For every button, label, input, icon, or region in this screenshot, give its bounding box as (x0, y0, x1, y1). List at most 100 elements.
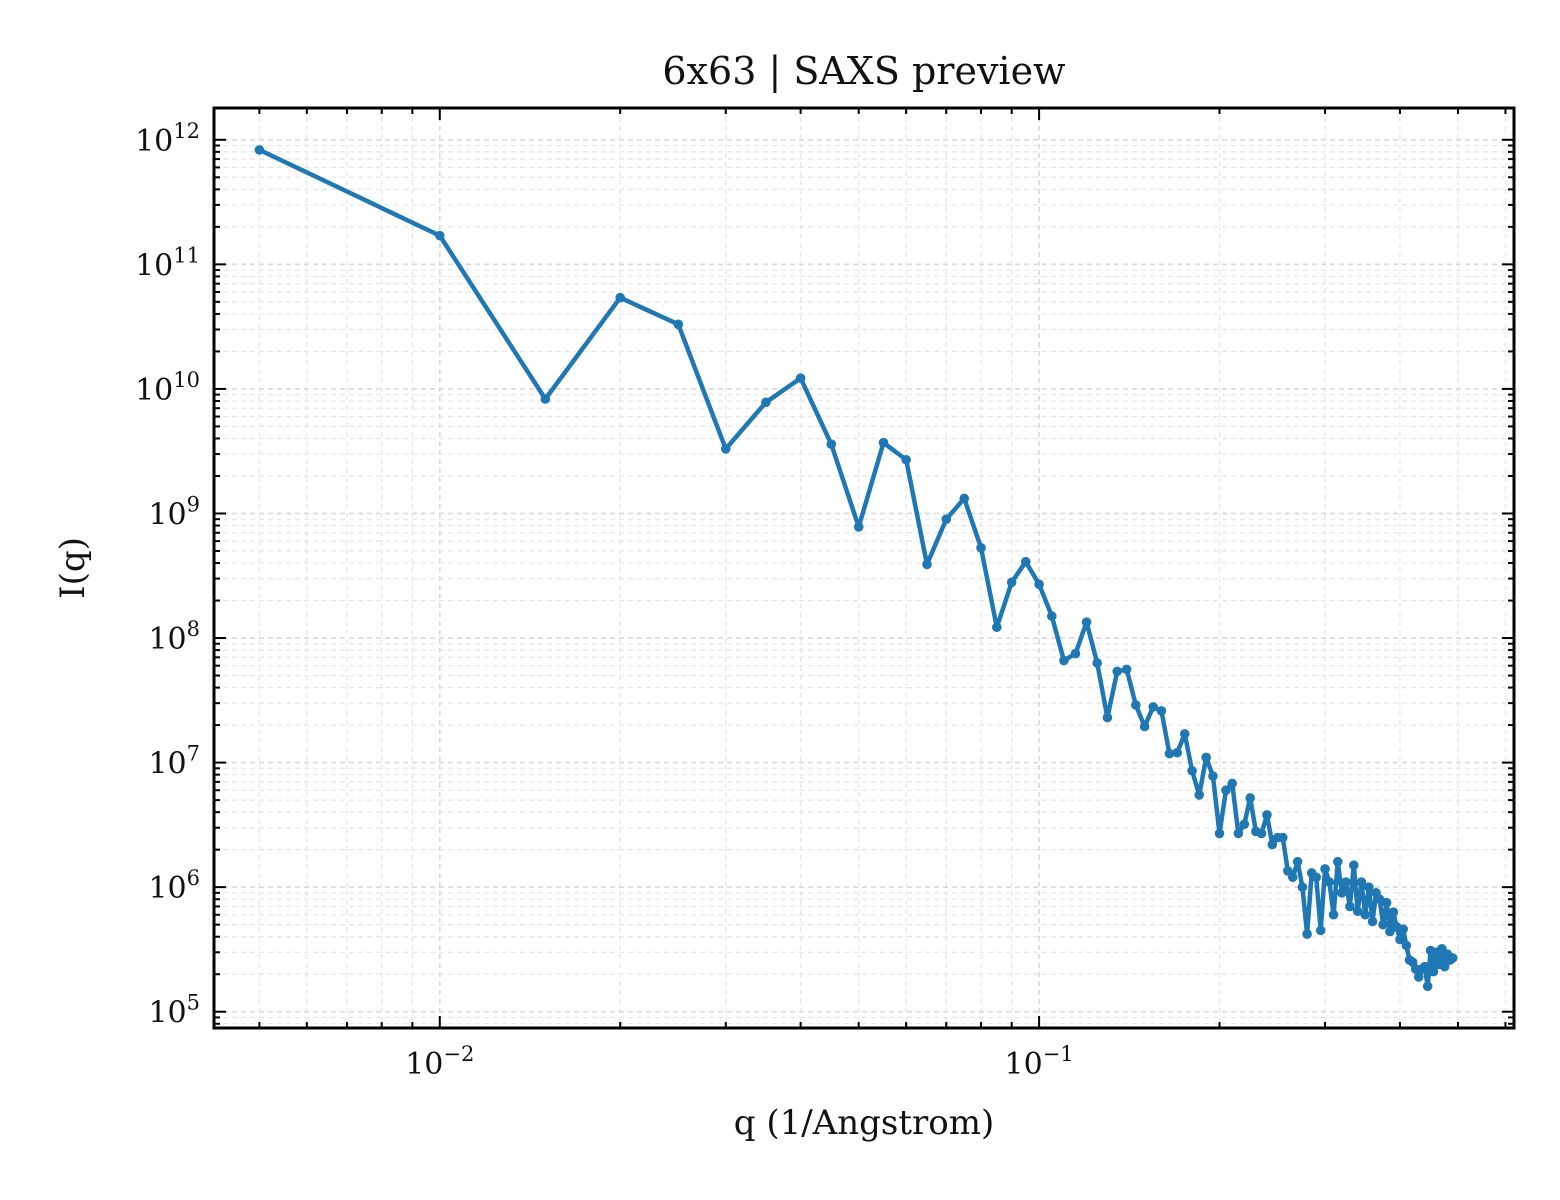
data-point (1172, 747, 1183, 758)
data-point (1006, 577, 1017, 588)
data-point (1356, 877, 1367, 887)
data-point (795, 373, 806, 383)
data-point (959, 493, 970, 504)
data-point (1364, 882, 1374, 892)
data-point (1287, 872, 1298, 883)
data-point (1233, 828, 1244, 839)
data-point (1059, 655, 1069, 666)
data-point (1131, 700, 1141, 710)
major-grid (214, 108, 1514, 1028)
data-point (1112, 666, 1123, 677)
data-point (1367, 916, 1378, 927)
data-point (901, 454, 911, 465)
data-point (1139, 721, 1150, 732)
data-point (1345, 901, 1355, 912)
plot-area (254, 145, 1458, 992)
data-point (1360, 909, 1370, 920)
data-point (976, 543, 986, 553)
data-point (1034, 579, 1044, 590)
data-point (1348, 860, 1359, 871)
data-point (1292, 856, 1303, 867)
data-point (922, 559, 932, 570)
data-point (540, 394, 551, 404)
data-point (1381, 897, 1392, 908)
data-point (1439, 961, 1450, 972)
data-point (1395, 934, 1405, 945)
x-tick-label: 10−1 (1005, 1042, 1074, 1082)
data-point (826, 439, 837, 449)
y-tick-label: 1011 (135, 243, 200, 283)
data-point (1422, 981, 1433, 992)
data-point (1239, 819, 1250, 830)
axes-frame (212, 106, 1516, 1030)
data-point (1385, 926, 1395, 937)
data-point (1164, 748, 1175, 759)
data-point (853, 522, 864, 532)
data-point (1227, 778, 1238, 789)
data-point (1208, 771, 1218, 781)
data-point (1201, 752, 1211, 763)
data-point (1413, 972, 1424, 982)
data-point (1337, 888, 1347, 898)
data-point (1070, 648, 1081, 659)
data-point (1324, 877, 1335, 887)
data-point (434, 230, 445, 241)
y-tick-label: 108 (148, 617, 200, 657)
data-point (1401, 940, 1412, 951)
data-point (1156, 706, 1167, 716)
data-point (1332, 856, 1343, 867)
data-point (1447, 953, 1458, 963)
data-point (1194, 790, 1205, 800)
data-point (1102, 712, 1113, 723)
axis-ticks (214, 108, 1514, 1028)
x-axis-label: q (1/Angstrom) (734, 1103, 994, 1143)
data-point (1311, 872, 1322, 883)
data-point (1187, 765, 1197, 776)
data-point (1179, 729, 1190, 739)
data-point (1419, 961, 1430, 972)
data-point (1388, 907, 1399, 917)
data-point (1256, 828, 1267, 839)
x-tick-label: 10−2 (405, 1042, 474, 1082)
data-point (1341, 877, 1351, 887)
y-tick-label: 105 (148, 991, 200, 1031)
data-point (1148, 702, 1158, 712)
data-point (1267, 839, 1278, 850)
data-point (761, 397, 771, 408)
data-point (878, 437, 889, 448)
chart-title: 6x63 | SAXS preview (662, 49, 1066, 93)
data-point (254, 145, 265, 155)
data-point (1352, 906, 1363, 917)
data-point (1092, 658, 1102, 668)
data-point (1328, 909, 1339, 920)
y-tick-label: 106 (148, 866, 200, 906)
data-point (1277, 832, 1288, 843)
data-point (1428, 966, 1439, 977)
data-point (941, 514, 952, 524)
data-point (1398, 924, 1408, 934)
data-point (1020, 556, 1031, 567)
data-point (1221, 785, 1231, 796)
data-point (1302, 929, 1312, 939)
y-tick-label: 1010 (135, 368, 200, 408)
series-markers (254, 145, 1458, 992)
y-tick-label: 107 (148, 742, 200, 782)
data-point (992, 622, 1002, 633)
y-tick-label: 109 (148, 492, 200, 532)
data-point (1047, 611, 1057, 621)
minor-grid (214, 108, 1514, 1028)
data-point (1245, 793, 1255, 803)
data-point (673, 319, 684, 330)
x-tick-labels: 10−2 10−1 (405, 1042, 1073, 1082)
data-point (720, 444, 731, 454)
data-point (1262, 810, 1272, 820)
data-point (1378, 919, 1388, 930)
data-point (1320, 864, 1330, 874)
y-tick-label: 1012 (135, 119, 200, 159)
y-tick-labels: 105 106 107 108 109 1010 1011 1012 (135, 119, 200, 1031)
data-point (1121, 664, 1132, 675)
y-axis-label: I(q) (53, 537, 93, 599)
data-point (1214, 828, 1225, 839)
data-point (1297, 882, 1308, 892)
